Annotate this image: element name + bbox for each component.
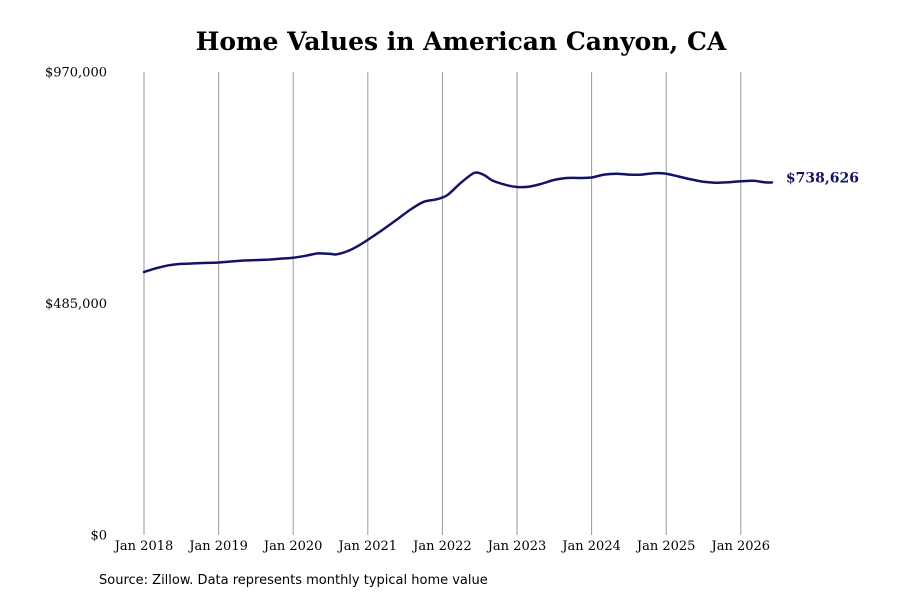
x-tick-label: Jan 2024 [560,539,621,554]
y-axis-ticks: $0 $485,000 $970,000 [45,66,107,544]
x-tick-label: Jan 2019 [187,539,248,554]
x-tick-label: Jan 2023 [486,539,547,554]
x-tick-label: Jan 2018 [113,539,174,554]
x-tick-label: Jan 2022 [411,539,472,554]
series-line [142,171,774,274]
gridlines [143,72,742,535]
x-tick-label: Jan 2025 [635,539,696,554]
source-note: Source: Zillow. Data represents monthly … [99,573,488,588]
x-tick-label: Jan 2020 [262,539,323,554]
chart-title: Home Values in American Canyon, CA [195,27,727,56]
x-tick-label: Jan 2026 [710,539,771,554]
x-tick-label: Jan 2021 [337,539,398,554]
y-tick-label: $970,000 [45,66,107,81]
y-tick-label: $0 [90,529,107,544]
end-value-label: $738,626 [786,170,859,186]
x-axis-ticks: Jan 2018 Jan 2019 Jan 2020 Jan 2021 Jan 2022… [113,539,770,554]
y-tick-label: $485,000 [45,297,107,312]
